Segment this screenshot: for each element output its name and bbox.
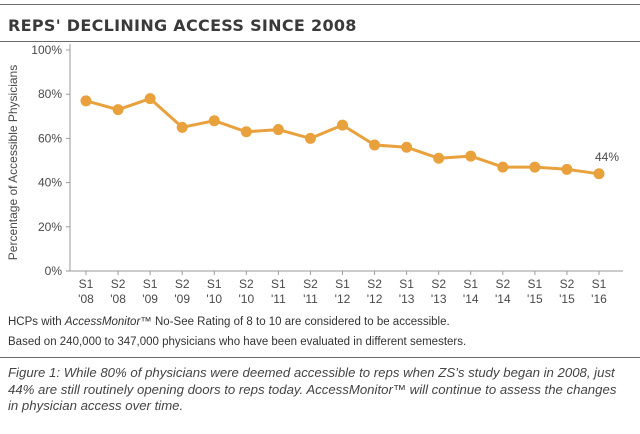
x-tick-label-semester: S1 <box>143 277 158 291</box>
data-point <box>401 141 413 153</box>
x-tick-label-semester: S1 <box>271 277 286 291</box>
x-tick-label-semester: S1 <box>463 277 478 291</box>
data-point <box>497 161 509 173</box>
note-suffix: ™ No-See Rating of 8 to 10 are considere… <box>140 316 450 328</box>
x-tick-label-year: '10 <box>238 292 254 306</box>
x-tick-label-semester: S2 <box>175 277 190 291</box>
y-tick-label: 0% <box>45 264 63 278</box>
y-tick-label: 60% <box>38 131 62 145</box>
data-point <box>433 152 445 164</box>
data-point <box>529 161 541 173</box>
data-point <box>465 150 477 162</box>
x-tick-label-semester: S2 <box>303 277 318 291</box>
data-point <box>337 119 348 131</box>
data-point <box>176 121 188 133</box>
x-tick-label-year: '11 <box>303 292 318 306</box>
x-tick-label-semester: S1 <box>207 277 222 291</box>
x-tick-label-year: '16 <box>591 292 607 306</box>
x-tick-label-year: '13 <box>431 292 447 306</box>
top-rule <box>0 4 640 5</box>
x-tick-label-year: '10 <box>206 292 222 306</box>
x-tick-label-semester: S2 <box>495 277 510 291</box>
accessibility-note: HCPs with AccessMonitor™ No-See Rating o… <box>8 316 450 328</box>
title-rule <box>0 41 640 42</box>
data-point <box>112 104 124 116</box>
x-tick-label-semester: S2 <box>431 277 446 291</box>
x-tick-label-semester: S2 <box>239 277 254 291</box>
data-point <box>240 126 252 138</box>
x-tick-label-semester: S2 <box>560 277 575 291</box>
series-line <box>84 97 601 176</box>
x-tick-label-year: '14 <box>495 292 511 306</box>
data-point <box>561 163 573 175</box>
sample-size-note: Based on 240,000 to 347,000 physicians w… <box>8 336 467 348</box>
x-tick-label-year: '09 <box>174 292 190 306</box>
note-prefix: HCPs with <box>8 316 65 328</box>
x-tick-label-semester: S1 <box>335 277 350 291</box>
x-tick-label-year: '15 <box>559 292 575 306</box>
data-point <box>144 93 156 105</box>
x-tick-label-year: '15 <box>527 292 543 306</box>
x-tick-label-semester: S1 <box>528 277 543 291</box>
y-tick-label: 20% <box>38 220 62 234</box>
line-chart: 0% 20% 40% 60% 80% 100% Percentage of Accessib… <box>6 43 623 306</box>
data-point <box>272 124 284 136</box>
data-point <box>369 139 381 151</box>
figure-caption: Figure 1: While 80% of physicians were d… <box>8 365 617 413</box>
x-tick-label-semester: S1 <box>399 277 414 291</box>
x-tick-label-year: '14 <box>463 292 479 306</box>
x-tick-label-year: '12 <box>335 292 351 306</box>
y-tick-label: 40% <box>38 176 62 190</box>
x-tick-label-year: '08 <box>78 292 94 306</box>
x-tick-label-year: '09 <box>142 292 158 306</box>
data-point <box>304 132 316 144</box>
y-tick-label: 100% <box>31 43 62 57</box>
data-label: 44% <box>595 150 619 164</box>
data-point <box>80 95 92 107</box>
data-point <box>593 168 605 180</box>
x-tick-label-year: '12 <box>367 292 383 306</box>
x-tick-label-semester: S2 <box>367 277 382 291</box>
x-tick-label-semester: S2 <box>111 277 126 291</box>
y-axis-label: Percentage of Accessible Physicians <box>6 65 20 260</box>
x-tick-label-year: '08 <box>110 292 126 306</box>
chart-title: REPS' DECLINING ACCESS SINCE 2008 <box>8 16 357 35</box>
note-brand: AccessMonitor <box>64 316 141 328</box>
data-point <box>208 115 220 127</box>
y-tick-label: 80% <box>38 87 62 101</box>
x-tick-label-year: '13 <box>399 292 415 306</box>
x-tick-label-semester: S1 <box>79 277 94 291</box>
x-tick-label-semester: S1 <box>592 277 607 291</box>
x-tick-label-year: '11 <box>271 292 286 306</box>
caption-rule <box>0 357 640 358</box>
